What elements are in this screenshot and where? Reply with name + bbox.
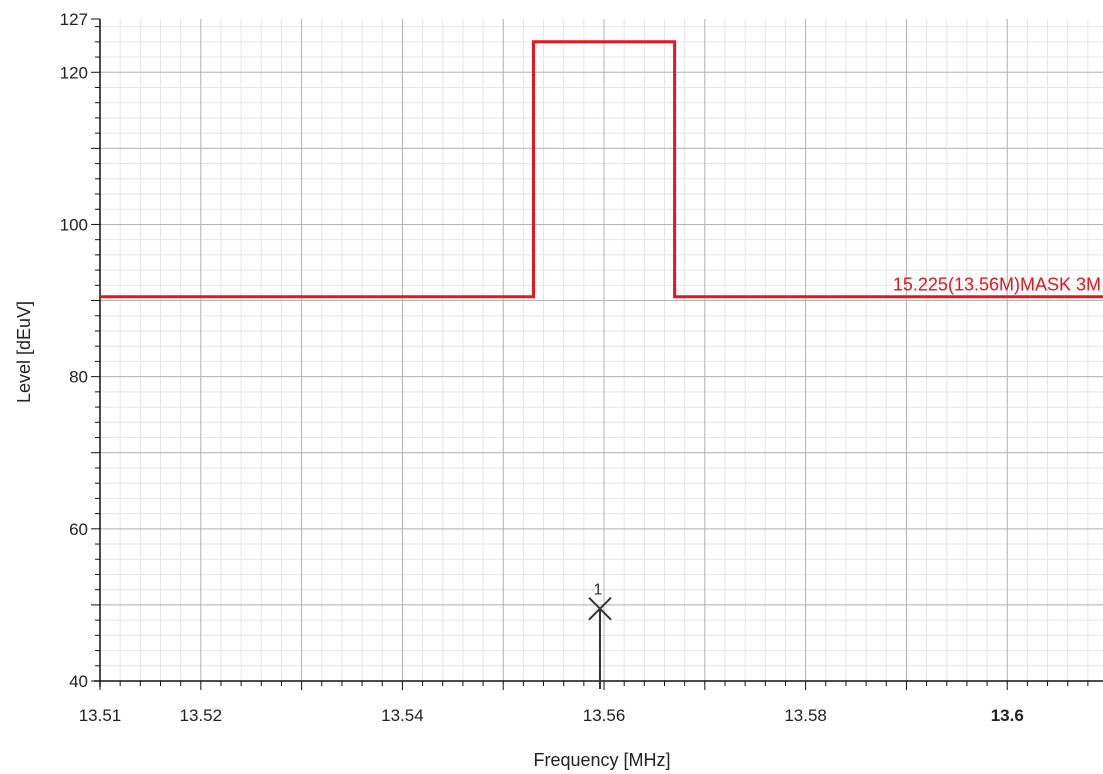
series-label: 15.225(13.56M)MASK 3M (893, 275, 1101, 295)
axes (91, 18, 1103, 690)
y-axis-title: Level [dEuV] (14, 301, 34, 403)
marker-cross (588, 597, 612, 621)
x-tick-label: 13.54 (381, 706, 424, 725)
marker-label: 1 (594, 582, 603, 599)
y-tick-label: 80 (69, 368, 88, 387)
x-axis-title: Frequency [MHz] (533, 750, 670, 770)
series-line-mask (100, 40, 1103, 299)
y-tick-label: 127 (60, 10, 88, 29)
x-axis-ticks: 13.51 13.52 13.54 13.56 13.58 13.6 (79, 706, 1024, 725)
y-axis-ticks: 40 60 80 100 120 127 (60, 10, 88, 691)
marker-layer: 1 (588, 582, 612, 689)
y-tick-label: 100 (60, 215, 88, 234)
x-tick-label: 13.56 (583, 706, 626, 725)
x-tick-label: 13.51 (79, 706, 122, 725)
x-tick-label: 13.52 (180, 706, 223, 725)
y-tick-label: 120 (60, 63, 88, 82)
series-layer: 15.225(13.56M)MASK 3M (100, 40, 1103, 299)
y-tick-label: 40 (69, 672, 88, 691)
x-tick-label: 13.58 (784, 706, 827, 725)
x-tick-label: 13.6 (991, 706, 1024, 725)
y-tick-label: 60 (69, 520, 88, 539)
